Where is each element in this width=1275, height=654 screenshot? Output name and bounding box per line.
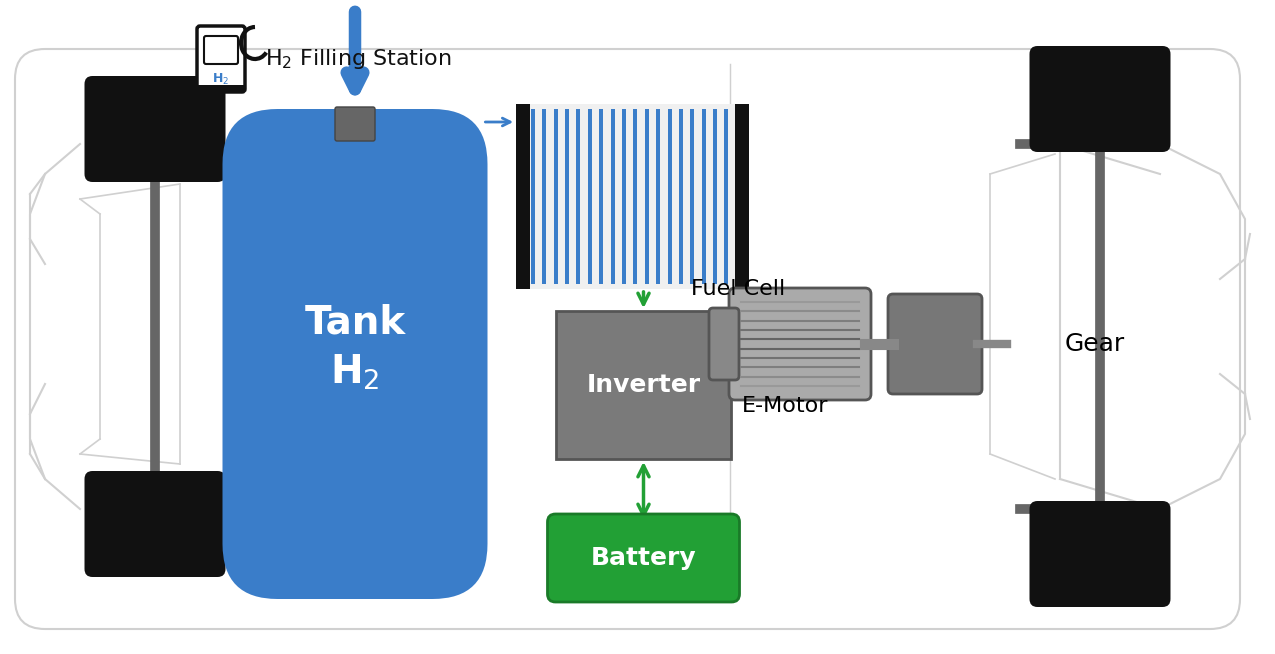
Bar <box>668 109 672 284</box>
Text: Fuel Cell: Fuel Cell <box>691 279 785 299</box>
Text: Tank: Tank <box>305 303 405 341</box>
FancyBboxPatch shape <box>84 471 226 577</box>
Bar <box>701 109 705 284</box>
FancyBboxPatch shape <box>709 308 740 380</box>
FancyBboxPatch shape <box>84 76 226 182</box>
FancyBboxPatch shape <box>734 104 748 289</box>
Text: Gear: Gear <box>1065 332 1126 356</box>
FancyBboxPatch shape <box>547 514 740 602</box>
Text: Inverter: Inverter <box>586 373 700 397</box>
Bar <box>588 109 592 284</box>
Text: H$_2$: H$_2$ <box>213 71 230 86</box>
Bar <box>553 109 557 284</box>
FancyBboxPatch shape <box>516 104 530 289</box>
Bar <box>690 109 695 284</box>
Bar <box>678 109 683 284</box>
Bar <box>611 109 615 284</box>
Text: E-Motor: E-Motor <box>742 396 829 416</box>
FancyBboxPatch shape <box>335 107 375 141</box>
FancyBboxPatch shape <box>204 36 238 64</box>
Text: Battery: Battery <box>590 546 696 570</box>
Text: H$_2$: H$_2$ <box>330 353 380 392</box>
Bar <box>530 109 534 284</box>
FancyBboxPatch shape <box>887 294 982 394</box>
Bar <box>576 109 580 284</box>
Bar <box>645 109 649 284</box>
FancyBboxPatch shape <box>1029 501 1170 607</box>
FancyBboxPatch shape <box>198 26 245 92</box>
FancyBboxPatch shape <box>1029 46 1170 152</box>
Bar <box>542 109 546 284</box>
Bar <box>622 109 626 284</box>
Bar <box>599 109 603 284</box>
Text: H$_2$ Filling Station: H$_2$ Filling Station <box>265 47 451 71</box>
FancyBboxPatch shape <box>556 311 731 459</box>
Bar <box>565 109 569 284</box>
FancyBboxPatch shape <box>729 288 871 400</box>
Bar <box>634 109 638 284</box>
Bar <box>657 109 660 284</box>
Bar <box>713 109 717 284</box>
Bar <box>530 104 734 289</box>
FancyBboxPatch shape <box>223 109 487 599</box>
Bar <box>724 109 728 284</box>
Bar <box>198 85 245 91</box>
